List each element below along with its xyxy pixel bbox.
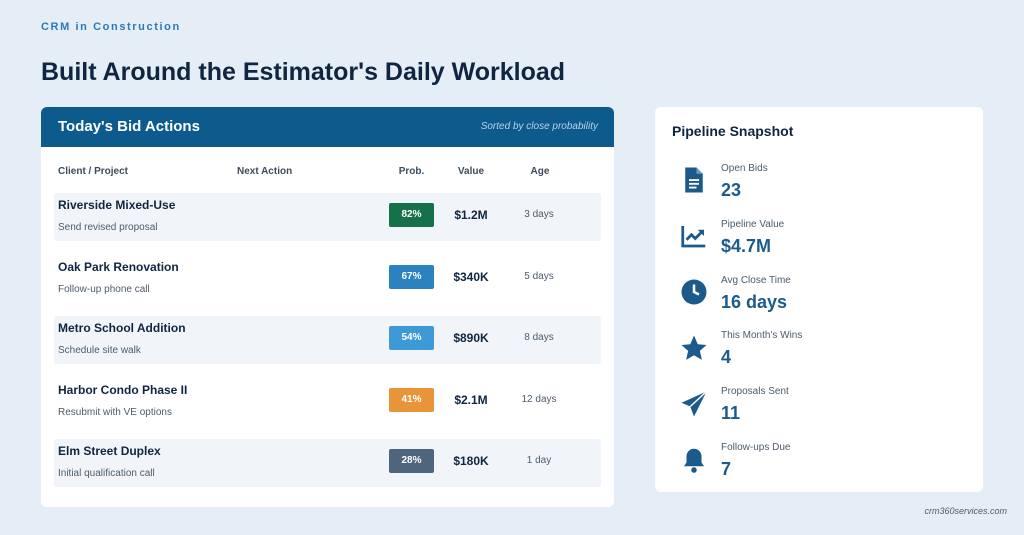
metric-value: 11 — [721, 403, 741, 424]
bid-age: 5 days — [524, 270, 554, 282]
card-title: Pipeline Snapshot — [672, 123, 794, 139]
bid-value: $180K — [453, 454, 489, 468]
sort-note: Sorted by close probability — [480, 121, 598, 132]
icon — [681, 335, 707, 360]
bid-card: Today's Bid Actions Sorted by close prob… — [41, 107, 614, 507]
metric-value: 23 — [721, 180, 742, 200]
project-name: Metro School Addition — [58, 321, 186, 335]
probability-badge: 28% — [389, 449, 434, 473]
metric-value: 4 — [721, 347, 732, 368]
eyebrow: CRM in Construction — [41, 21, 181, 33]
column-header: Value — [457, 166, 485, 177]
metric-label: Proposals Sent — [721, 386, 789, 398]
project-name: Oak Park Renovation — [58, 259, 179, 274]
bid-age: 12 days — [521, 393, 557, 405]
table-row: Oak Park Renovation Follow-up phone call 6… — [54, 255, 601, 303]
bid-age: 1 day — [526, 455, 552, 466]
table-row: Metro School Addition Schedule site walk 5… — [54, 316, 601, 364]
column-header: Prob. — [398, 166, 425, 177]
probability-badge: 67% — [389, 264, 434, 289]
metric-label: This Month's Wins — [721, 330, 803, 342]
bid-age: 3 days — [524, 209, 554, 220]
icon — [685, 167, 703, 193]
card-header: Today's Bid Actions Sorted by close prob… — [41, 107, 614, 147]
page-title: Built Around the Estimator's Daily Workl… — [41, 58, 566, 86]
metric-value: 16 days — [721, 291, 788, 312]
table-row: Riverside Mixed-Use Send revised proposal… — [54, 193, 601, 241]
bid-value: $2.1M — [454, 392, 488, 407]
metric-value: $4.7M — [721, 235, 772, 256]
metric-label: Pipeline Value — [721, 218, 785, 230]
next-action: Initial qualification call — [58, 468, 155, 479]
bid-value: $1.2M — [454, 208, 488, 222]
probability-badge: 82% — [389, 203, 434, 227]
footer: crm360services.com — [924, 506, 1007, 516]
column-header: Client / Project — [58, 166, 129, 177]
table-row: Elm Street Duplex Initial qualification c… — [54, 439, 601, 487]
metric-value: 7 — [721, 459, 732, 479]
next-action: Follow-up phone call — [58, 283, 150, 295]
probability-badge: 54% — [389, 326, 434, 350]
icon — [681, 226, 706, 248]
table-row: Harbor Condo Phase II Resubmit with VE op… — [54, 378, 601, 426]
column-header: Age — [530, 166, 550, 177]
bid-value: $340K — [453, 269, 489, 284]
project-name: Harbor Condo Phase II — [58, 382, 188, 397]
snapshot-card: Pipeline Snapshot Open Bids 23 Pipeline Va… — [655, 107, 983, 492]
column-header: Next Action — [237, 166, 293, 177]
metric-label: Avg Close Time — [721, 274, 791, 286]
probability-badge: 41% — [389, 387, 434, 412]
next-action: Schedule site walk — [58, 345, 141, 356]
card-title: Today's Bid Actions — [58, 118, 200, 135]
bid-value: $890K — [453, 331, 489, 345]
metric-label: Follow-ups Due — [721, 442, 791, 453]
icon — [681, 279, 707, 305]
icon — [684, 448, 704, 473]
project-name: Riverside Mixed-Use — [58, 198, 176, 212]
project-name: Elm Street Duplex — [58, 444, 161, 458]
next-action: Resubmit with VE options — [58, 406, 172, 418]
bid-age: 8 days — [524, 332, 554, 343]
icon — [681, 390, 708, 417]
metric-label: Open Bids — [721, 163, 768, 174]
next-action: Send revised proposal — [58, 222, 158, 233]
